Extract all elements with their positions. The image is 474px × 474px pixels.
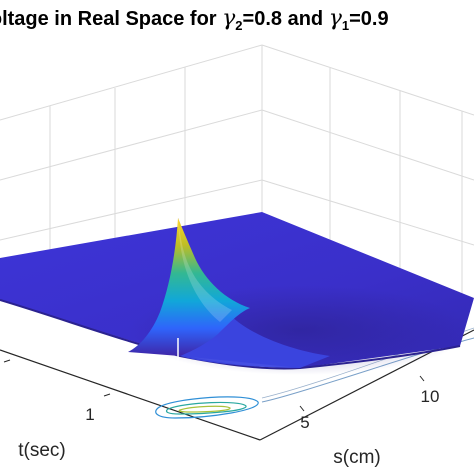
surface-front-edge	[0, 299, 461, 370]
title-value-1: =0.9	[349, 8, 389, 30]
peak-spike	[128, 218, 250, 356]
title-gamma-2: γ	[222, 6, 236, 31]
title-subscript-2: 2	[235, 18, 243, 33]
title-prefix: Voltage in Real Space for	[0, 8, 223, 30]
title-value-2: =0.8 and	[242, 8, 329, 30]
x-tick-10: 10	[421, 387, 440, 406]
surface	[0, 212, 474, 375]
grid-lines	[0, 44, 474, 298]
chart-title: Voltage in Real Space for γ2=0.8 and γ1=…	[0, 6, 474, 36]
peak-highlight	[178, 218, 232, 322]
x-axis-label: s(cm)	[333, 447, 380, 468]
x-tick-5: 5	[300, 413, 309, 432]
title-gamma-1: γ	[328, 6, 342, 31]
tick-labels: 5 10 1	[85, 387, 439, 432]
tick-marks	[3, 359, 425, 412]
title-subscript-1: 1	[341, 18, 350, 33]
y-axis-label: t(sec)	[18, 440, 66, 461]
y-tick-1: 1	[85, 405, 94, 424]
